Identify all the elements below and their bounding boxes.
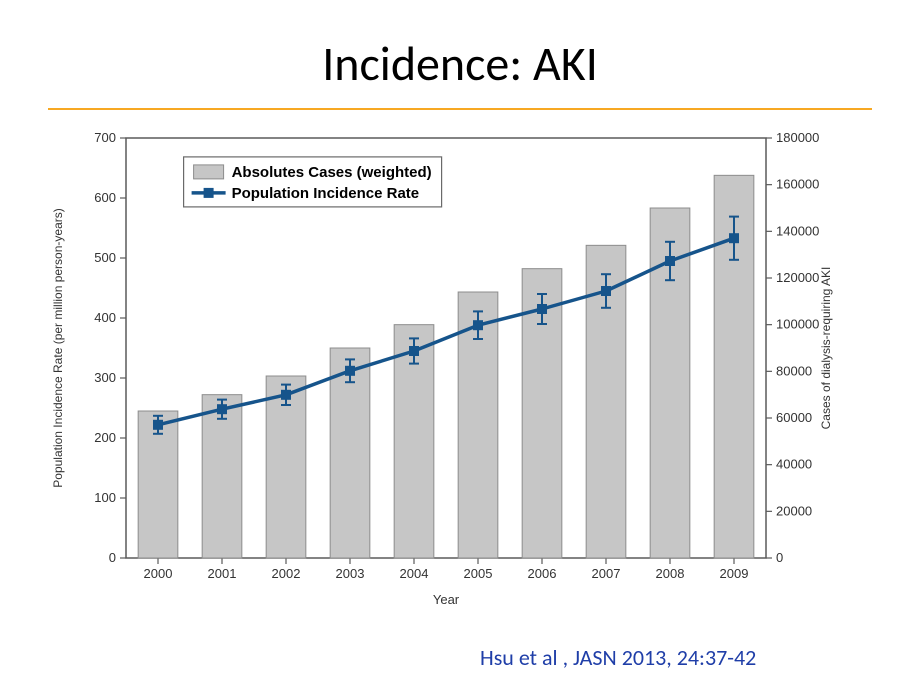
svg-text:600: 600 [94,190,116,205]
slide-title: Incidence: AKI [0,34,920,93]
svg-text:2002: 2002 [272,566,301,581]
svg-text:2003: 2003 [336,566,365,581]
svg-text:2007: 2007 [592,566,621,581]
svg-text:200: 200 [94,430,116,445]
svg-text:300: 300 [94,370,116,385]
incidence-chart: 0 100 200 300 400 500 600 700 0 20000 40000 60000 80… [28,118,848,628]
svg-text:100000: 100000 [776,317,819,332]
svg-text:Population Incidence Rate: Population Incidence Rate [232,185,420,202]
svg-text:60000: 60000 [776,410,812,425]
svg-text:Year: Year [433,592,460,607]
svg-text:180000: 180000 [776,130,819,145]
svg-text:140000: 140000 [776,223,819,238]
svg-text:400: 400 [94,310,116,325]
svg-text:2000: 2000 [144,566,173,581]
svg-text:Cases of dialysis-requiring AK: Cases of dialysis-requiring AKI [819,267,833,430]
svg-text:20000: 20000 [776,503,812,518]
citation-text: Hsu et al , JASN 2013, 24:37-42 [480,644,756,671]
svg-text:2005: 2005 [464,566,493,581]
svg-text:2009: 2009 [720,566,749,581]
title-underline [48,108,872,110]
svg-text:2008: 2008 [656,566,685,581]
svg-text:40000: 40000 [776,457,812,472]
svg-text:Absolutes Cases (weighted): Absolutes Cases (weighted) [232,164,432,181]
svg-text:0: 0 [776,550,783,565]
svg-text:120000: 120000 [776,270,819,285]
svg-text:2006: 2006 [528,566,557,581]
svg-text:2001: 2001 [208,566,237,581]
svg-text:Population Incidence Rate (per: Population Incidence Rate (per million p… [51,208,65,487]
svg-text:0: 0 [109,550,116,565]
svg-text:500: 500 [94,250,116,265]
svg-text:80000: 80000 [776,363,812,378]
svg-text:100: 100 [94,490,116,505]
svg-text:2004: 2004 [400,566,429,581]
svg-text:700: 700 [94,130,116,145]
svg-text:160000: 160000 [776,177,819,192]
